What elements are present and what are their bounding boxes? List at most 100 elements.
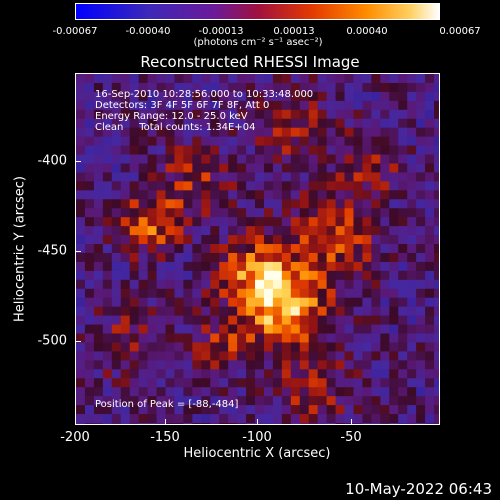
heatmap-cell xyxy=(389,360,399,370)
heatmap-cell xyxy=(120,127,131,138)
heatmap-cell xyxy=(380,109,390,120)
heatmap-cell xyxy=(434,288,439,299)
heatmap-cell xyxy=(407,181,417,191)
heatmap-cell xyxy=(237,127,247,138)
heatmap-cell xyxy=(246,109,256,120)
heatmap-cell xyxy=(362,333,372,343)
heatmap-cell xyxy=(201,378,211,388)
heatmap-cell xyxy=(111,261,122,272)
heatmap-cell xyxy=(219,315,229,326)
heatmap-cell xyxy=(210,145,220,156)
heatmap-cell xyxy=(344,74,354,84)
heatmap-cell xyxy=(219,414,229,424)
heatmap-cell xyxy=(138,360,149,370)
heatmap-cell xyxy=(317,279,328,290)
heatmap-cell xyxy=(416,235,426,245)
heatmap-cell xyxy=(353,324,363,335)
heatmap-cell xyxy=(326,351,337,361)
heatmap-cell xyxy=(263,244,274,254)
heatmap-cell xyxy=(416,288,426,299)
heatmap-cell xyxy=(237,145,247,156)
heatmap-cell xyxy=(183,387,193,397)
heatmap-cell xyxy=(246,306,256,317)
heatmap-cell xyxy=(102,235,113,245)
heatmap-cell xyxy=(210,199,220,209)
heatmap-cell xyxy=(335,279,346,290)
heatmap-cell xyxy=(317,423,328,424)
heatmap-cell xyxy=(407,369,417,379)
heatmap-cell xyxy=(362,172,372,182)
heatmap-cell xyxy=(147,279,158,290)
heatmap-cell xyxy=(255,226,265,236)
heatmap-cell xyxy=(398,360,408,370)
heatmap-cell xyxy=(434,217,439,227)
heatmap-cell xyxy=(255,369,265,379)
heatmap-cell xyxy=(416,244,426,254)
heatmap-cell xyxy=(84,342,95,352)
heatmap-cell xyxy=(335,82,346,93)
heatmap-cell xyxy=(281,315,292,326)
heatmap-cell xyxy=(93,351,104,361)
heatmap-cell xyxy=(156,387,167,397)
heatmap-cell xyxy=(84,127,95,138)
heatmap-cell xyxy=(156,181,167,191)
heatmap-cell xyxy=(407,74,417,84)
heatmap-cell xyxy=(371,145,381,156)
heatmap-cell xyxy=(102,252,113,263)
heatmap-cell xyxy=(434,387,439,397)
heatmap-cell xyxy=(344,235,354,245)
heatmap-cell xyxy=(425,378,435,388)
heatmap-cell xyxy=(237,252,247,263)
heatmap-cell xyxy=(219,118,229,129)
heatmap-cell xyxy=(326,279,337,290)
heatmap-cell xyxy=(246,270,256,281)
heatmap-cell xyxy=(362,423,372,424)
heatmap-cell xyxy=(389,199,399,209)
heatmap-cell xyxy=(335,396,346,406)
heatmap-cell xyxy=(93,181,104,191)
heatmap-cell xyxy=(129,297,140,308)
info-peak-position: Position of Peak = [-88,-484] xyxy=(95,399,239,410)
heatmap-cell xyxy=(416,217,426,227)
heatmap-cell xyxy=(111,136,122,147)
heatmap-cell xyxy=(120,252,131,263)
heatmap-cell xyxy=(362,208,372,218)
heatmap-cell xyxy=(93,279,104,290)
heatmap-cell xyxy=(147,100,158,111)
heatmap-cell xyxy=(93,91,104,102)
heatmap-cell xyxy=(389,172,399,182)
heatmap-cell xyxy=(263,217,274,227)
heatmap-cell xyxy=(407,154,417,164)
heatmap-cell xyxy=(147,226,158,236)
heatmap-cell xyxy=(201,154,211,164)
heatmap-cell xyxy=(281,360,292,370)
heatmap-cell xyxy=(353,145,363,156)
heatmap-cell xyxy=(416,100,426,111)
heatmap-cell xyxy=(156,279,167,290)
heatmap-cell xyxy=(147,118,158,129)
heatmap-cell xyxy=(76,181,86,191)
heatmap-cell xyxy=(210,181,220,191)
heatmap-cell xyxy=(237,387,247,397)
heatmap-cell xyxy=(326,270,337,281)
heatmap-cell xyxy=(407,172,417,182)
heatmap-cell xyxy=(228,244,238,254)
heatmap-cell xyxy=(138,190,149,200)
heatmap-cell xyxy=(228,91,238,102)
heatmap-cell xyxy=(353,136,363,147)
heatmap-cell xyxy=(371,181,381,191)
heatmap-cell xyxy=(201,244,211,254)
heatmap-cell xyxy=(76,387,86,397)
heatmap-cell xyxy=(389,297,399,308)
heatmap-cell xyxy=(353,342,363,352)
heatmap-cell xyxy=(398,405,408,415)
heatmap-cell xyxy=(425,127,435,138)
heatmap-cell xyxy=(102,163,113,173)
heatmap-cell xyxy=(434,414,439,424)
heatmap-cell xyxy=(129,163,140,173)
heatmap-cell xyxy=(165,252,175,263)
heatmap-cell xyxy=(425,297,435,308)
heatmap-cell xyxy=(353,74,363,84)
heatmap-cell xyxy=(147,396,158,406)
heatmap-cell xyxy=(102,396,113,406)
